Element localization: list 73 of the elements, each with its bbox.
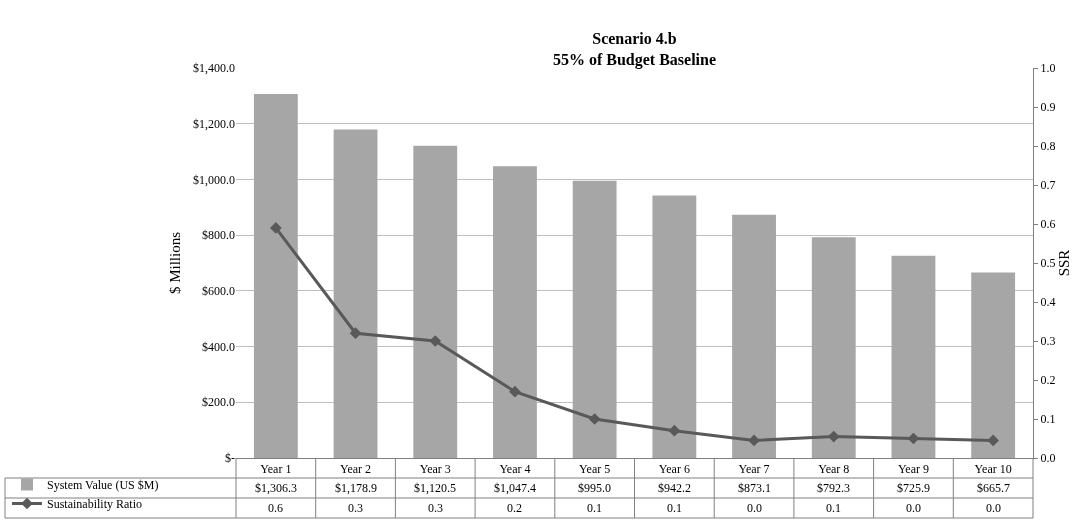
y2-tick-label: 0.4 [1040,295,1056,310]
point [270,222,282,234]
data-label: 0.0 [986,501,1001,515]
data-label: 0.1 [826,501,841,515]
x-tick-label: Year 9 [897,462,930,477]
bar [333,129,378,458]
data-label: $725.9 [897,481,930,495]
y2-tick-label: 0.2 [1040,373,1056,388]
point [429,335,442,347]
y2-tick-label: 0.8 [1040,139,1056,154]
data-label: 0.0 [747,501,762,515]
data-label: $792.3 [817,481,850,495]
data-label: 0.6 [268,501,283,515]
data-label: 0.1 [667,501,682,515]
y-tick-label: $800.0 [202,228,235,243]
data-label: 0.3 [348,501,363,515]
x-tick-label: Year 4 [499,462,531,477]
legend-label: Sustainability Ratio [47,497,142,512]
y-tick-label: $1,400.0 [193,61,235,76]
bar [253,94,298,458]
data-label: $873.1 [738,481,771,495]
data-label: 0.2 [507,501,522,515]
y-tick-label: $600.0 [202,284,235,299]
x-tick-label: Year 8 [818,462,850,477]
bar [891,255,936,458]
y2-tick-label: 1.0 [1040,61,1056,76]
data-label: $1,306.3 [255,481,297,495]
y2-tick-label: 0.1 [1040,412,1056,427]
point [668,424,681,437]
y2-tick-label: 0.0 [1040,451,1056,466]
bar [652,195,697,458]
data-label: 0.3 [428,501,443,515]
y-tick-label: $200.0 [202,395,235,410]
y-tick-label: $- [225,451,235,466]
y2-tick-label: 0.6 [1040,217,1056,232]
y-tick-label: $1,200.0 [193,116,235,131]
y-tick-label: $1,000.0 [193,172,235,187]
data-label: $1,120.5 [414,481,456,495]
data-label: 0.1 [587,501,602,515]
data-label: $995.0 [578,481,611,495]
data-label: 0.0 [906,501,921,515]
x-tick-label: Year 6 [658,462,690,477]
x-tick-label: Year 10 [974,462,1012,477]
data-label: $665.7 [977,481,1010,495]
data-label: $942.2 [658,481,691,495]
x-tick-label: Year 5 [579,462,611,477]
data-label: $1,178.9 [335,481,377,495]
x-tick-label: Year 2 [339,462,372,477]
chart-subtitle: 55% of Budget Baseline [552,50,717,69]
y-axis-title: $ Millions [167,231,184,295]
bar [732,214,776,458]
y2-tick-label: 0.5 [1040,256,1056,271]
point [588,413,601,425]
y2-tick-label: 0.3 [1040,334,1056,349]
point [509,385,521,398]
bar [413,145,458,458]
y2-axis-title: SSR [1056,249,1073,277]
point [349,327,362,340]
y2-tick-label: 0.7 [1040,178,1056,193]
y2-tick-label: 0.9 [1040,100,1056,115]
x-tick-label: Year 1 [260,462,292,477]
bar [811,237,856,458]
bar [572,180,617,458]
data-label: $1,047.4 [494,481,536,495]
x-tick-label: Year 7 [738,462,770,477]
bar [971,272,1016,458]
x-tick-label: Year 3 [419,462,451,477]
point [748,434,760,447]
chart-title: Scenario 4.b [592,30,677,47]
legend-label: System Value (US $M) [47,478,159,493]
bar [493,166,537,458]
point [987,434,999,447]
y-tick-label: $400.0 [202,339,235,354]
